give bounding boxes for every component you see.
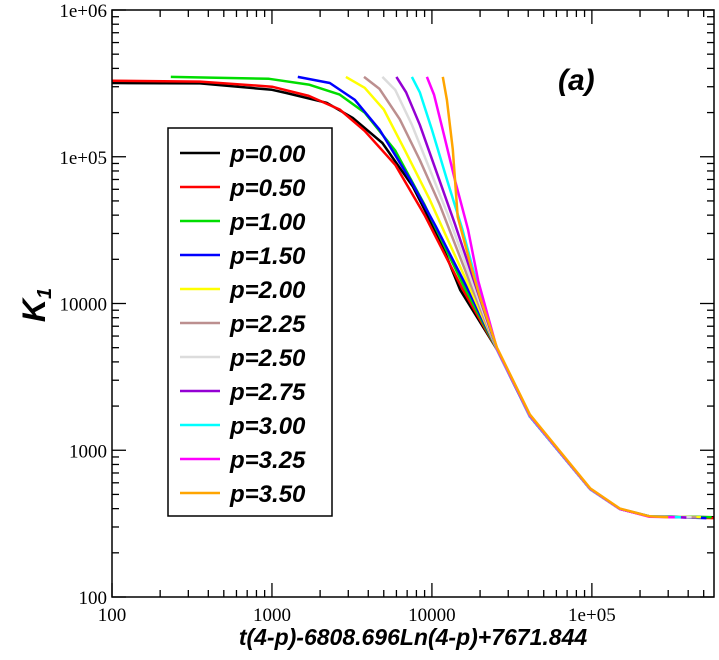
series-line-p=2.25 xyxy=(363,75,697,519)
legend-item: p=2.00 xyxy=(180,277,306,304)
x-tick-label: 1000 xyxy=(253,605,291,626)
legend-item: p=2.75 xyxy=(180,379,306,406)
legend-item: p=2.50 xyxy=(180,345,306,372)
series-line-p=3.50 xyxy=(441,76,669,519)
legend-label: p=1.00 xyxy=(229,209,306,236)
axis-ticks xyxy=(111,9,714,598)
legend-label: p=2.75 xyxy=(229,379,306,406)
y-tick-label: 1000 xyxy=(69,441,107,462)
legend-label: p=2.25 xyxy=(229,311,306,338)
legend-item: p=3.50 xyxy=(180,481,306,508)
y-tick-label: 1e+06 xyxy=(59,1,107,22)
legend-label: p=0.50 xyxy=(229,175,306,202)
legend-item: p=1.50 xyxy=(180,243,306,270)
y-axis-title-main: K xyxy=(16,296,52,322)
y-axis-title-subscript: 1 xyxy=(34,288,56,299)
legend-label: p=1.50 xyxy=(229,243,306,270)
x-tick-label: 100 xyxy=(98,605,127,626)
x-tick-label: 1e+05 xyxy=(568,605,616,626)
legend-label: p=0.00 xyxy=(229,141,306,168)
legend-item: p=1.00 xyxy=(180,209,306,236)
legend: p=0.00 p=0.50 p=1.00 p=1.50 p=2.00 p=2.25 p=2.… xyxy=(167,127,333,517)
y-tick-label: 10000 xyxy=(60,295,108,316)
series-line-p=1.50 xyxy=(297,75,707,520)
y-tick-label: 1e+05 xyxy=(59,148,107,169)
y-axis-title: K1 xyxy=(16,288,56,322)
legend-item: p=0.50 xyxy=(180,175,306,202)
legend-label: p=2.50 xyxy=(229,345,306,372)
legend-item: p=0.00 xyxy=(180,141,306,168)
legend-label: p=2.00 xyxy=(229,277,306,304)
legend-label: p=3.50 xyxy=(229,481,306,508)
x-axis-title: t(4-p)-6808.696Ln(4-p)+7671.844 xyxy=(239,624,588,650)
legend-item: p=2.25 xyxy=(180,311,306,338)
y-tick-label: 100 xyxy=(79,588,108,609)
series-line-p=2.00 xyxy=(345,75,701,519)
legend-item: p=3.25 xyxy=(180,447,306,474)
series-line-p=2.50 xyxy=(381,76,692,519)
series-line-p=2.75 xyxy=(395,76,687,519)
plot-lines xyxy=(111,75,714,520)
x-tick-label: 10000 xyxy=(408,605,456,626)
legend-label: p=3.25 xyxy=(229,447,306,474)
legend-label: p=3.00 xyxy=(229,413,306,440)
annotation-label: (a) xyxy=(558,64,595,97)
legend-item: p=3.00 xyxy=(180,413,306,440)
tick-labels: 100 1000 10000 1e+05 100 1000 10000 1e+05 1e+06 xyxy=(59,1,615,626)
